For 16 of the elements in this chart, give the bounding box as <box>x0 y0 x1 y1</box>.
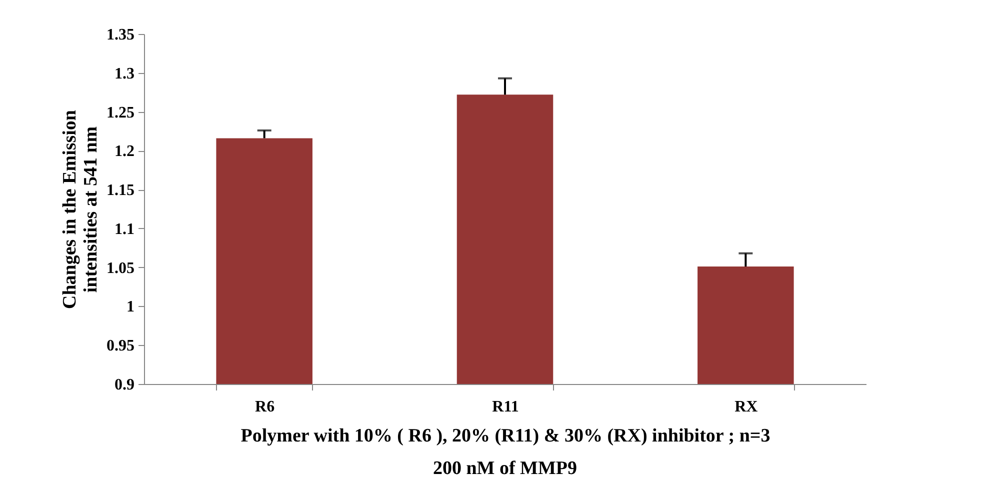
y-tick-label: 1.3 <box>114 65 134 82</box>
x-tick-label: R6 <box>255 398 275 416</box>
y-tick-label: 0.9 <box>114 376 134 394</box>
y-axis-title: Changes in the Emission intensities at 541 nm <box>60 110 102 310</box>
y-tick-label: 1.1 <box>114 220 134 238</box>
y-tick-label: 1.25 <box>106 104 134 122</box>
y-tick-label: 1.15 <box>106 182 134 200</box>
x-axis-title: Polymer with 10% ( R6 ), 20% (R11) & 30% (RX) inhibitor ; n=3 <box>240 426 770 446</box>
y-tick-label: 1 <box>126 298 134 316</box>
x-tick-label: RX <box>734 398 758 416</box>
x-tick-label: R11 <box>492 398 519 416</box>
text: 200 nM of MMP9 <box>432 458 578 479</box>
y-tick-label: 1.35 <box>106 26 134 44</box>
y-tick-label: 1.2 <box>114 143 134 160</box>
y-tick-label: 1.05 <box>106 260 134 277</box>
y-tick-label: 0.95 <box>106 338 134 355</box>
